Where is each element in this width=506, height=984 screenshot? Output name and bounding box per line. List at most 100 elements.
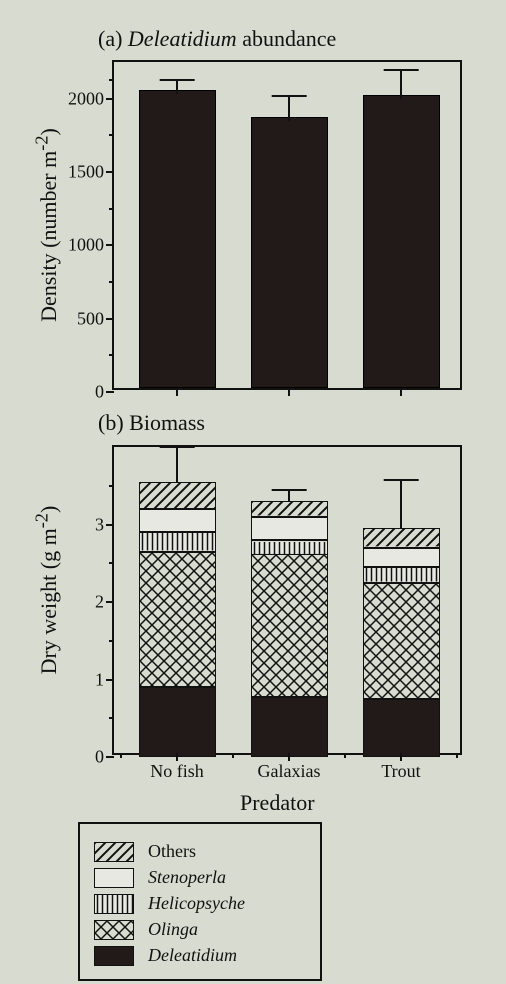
chart-b-segment-deleatidium [139, 687, 216, 757]
chart-b-segment-others [251, 501, 328, 517]
chart-b-ytick-minor [109, 562, 114, 564]
legend-label-stenoperla: Stenoperla [148, 867, 226, 888]
chart-a-yticklabel: 1500 [68, 162, 104, 183]
chart-b-segment-olinga [139, 552, 216, 688]
chart-b-segment-helicopsyche [363, 567, 440, 583]
legend-row-stenoperla: Stenoperla [94, 867, 306, 888]
chart-b-segment-others [363, 528, 440, 547]
chart-a-yticklabel: 2000 [68, 88, 104, 109]
chart-a-yticklabel: 0 [95, 382, 104, 403]
chart-a-ytick [106, 98, 114, 100]
chart-a-bar [251, 117, 328, 388]
panel-a-title-suffix: abundance [237, 26, 337, 51]
chart-b-xticklabel: Galaxias [258, 761, 321, 782]
x-axis-title-text: Predator [240, 790, 315, 815]
chart-b-segment-deleatidium [251, 697, 328, 757]
chart-b-segment-olinga [251, 554, 328, 697]
chart-b-segment-helicopsyche [251, 540, 328, 554]
x-axis-title: Predator [240, 790, 315, 816]
chart-b-xtick [400, 753, 402, 761]
legend-row-helicopsyche: Helicopsyche [94, 893, 306, 914]
page-container: (a) Deleatidium abundance Density (numbe… [0, 0, 506, 984]
chart-b-yticklabel: 2 [95, 592, 104, 613]
panel-a-title: (a) Deleatidium abundance [98, 26, 336, 52]
chart-a-xtick [288, 388, 290, 396]
chart-b-xtick [176, 753, 178, 761]
legend-swatch-others [94, 842, 134, 862]
legend-row-olinga: Olinga [94, 919, 306, 940]
legend-label-deleatidium: Deleatidium [148, 945, 237, 966]
panel-b-title-text: (b) Biomass [98, 410, 205, 435]
chart-a-ytick [106, 318, 114, 320]
chart-a-bar [139, 90, 216, 388]
panel-b-title: (b) Biomass [98, 410, 205, 436]
chart-a-xtick [176, 388, 178, 396]
chart-b-xticklabel: No fish [150, 761, 204, 782]
chart-b-ytick [106, 601, 114, 603]
chart-b-yticklabel: 3 [95, 514, 104, 535]
legend: Others Stenoperla Helicopsyche Olinga Deleat… [78, 822, 322, 981]
chart-b-segment-stenoperla [139, 509, 216, 532]
chart-b-ytick-minor [109, 717, 114, 719]
chart-b-ytick-minor [109, 640, 114, 642]
chart-b-yticklabel: 1 [95, 669, 104, 690]
chart-b-yticklabel: 0 [95, 747, 104, 768]
chart-a-yticklabel: 1000 [68, 235, 104, 256]
chart-b-errorcap [272, 489, 307, 491]
chart-b-errorbar [176, 447, 178, 482]
chart-b-segment-olinga [363, 583, 440, 699]
chart-b-ytick [106, 756, 114, 758]
chart-a-errorcap [160, 79, 195, 81]
chart-b-errorcap [160, 446, 195, 448]
chart-b-ytick-minor [109, 485, 114, 487]
chart-a-ytick-minor [109, 208, 114, 210]
panel-a-title-italic: Deleatidium [128, 26, 237, 51]
chart-a-errorbar [400, 70, 402, 99]
legend-swatch-deleatidium [94, 946, 134, 966]
chart-b-errorbar [288, 490, 290, 502]
chart-a-yticklabel: 500 [77, 308, 104, 329]
legend-swatch-helicopsyche [94, 894, 134, 914]
chart-b-xtick-minor [232, 753, 234, 758]
chart-b-segment-others [139, 482, 216, 509]
chart-b-xtick-minor [456, 753, 458, 758]
chart-b-ytick [106, 679, 114, 681]
chart-a-ytick-minor [109, 79, 114, 81]
chart-a-errorbar [176, 80, 178, 95]
legend-row-others: Others [94, 841, 306, 862]
chart-a-bar [363, 95, 440, 388]
chart-a-errorbar [288, 96, 290, 121]
panel-b-ylabel: Dry weight (g m-2) [32, 480, 62, 700]
chart-a-ytick [106, 391, 114, 393]
legend-row-deleatidium: Deleatidium [94, 945, 306, 966]
legend-label-others: Others [148, 841, 196, 862]
legend-swatch-olinga [94, 920, 134, 940]
chart-b-xtick-minor [344, 753, 346, 758]
chart-a-errorcap [384, 69, 419, 71]
chart-a-errorcap [272, 95, 307, 97]
chart-a-ytick-minor [109, 134, 114, 136]
chart-a: 0500100015002000 [112, 60, 462, 390]
chart-a-ytick-minor [109, 281, 114, 283]
panel-a-ylabel: Density (number m-2) [32, 95, 62, 355]
chart-b-xtick-minor [120, 753, 122, 758]
chart-a-ytick [106, 244, 114, 246]
chart-b-errorcap [384, 479, 419, 481]
chart-b-segment-stenoperla [251, 517, 328, 540]
chart-a-ytick [106, 171, 114, 173]
legend-label-helicopsyche: Helicopsyche [148, 893, 245, 914]
chart-b-segment-deleatidium [363, 699, 440, 757]
panel-a-ylabel-text: Density (number m-2) [36, 128, 61, 322]
panel-a-title-prefix: (a) [98, 26, 128, 51]
chart-b-errorbar [400, 480, 402, 529]
chart-b: 0123No fishGalaxiasTrout [112, 445, 462, 755]
chart-a-ytick-minor [109, 354, 114, 356]
chart-b-ytick [106, 524, 114, 526]
chart-b-segment-helicopsyche [139, 532, 216, 551]
legend-label-olinga: Olinga [148, 919, 198, 940]
chart-b-xticklabel: Trout [381, 761, 420, 782]
chart-b-xtick [288, 753, 290, 761]
chart-a-xtick [400, 388, 402, 396]
legend-swatch-stenoperla [94, 868, 134, 888]
chart-b-segment-stenoperla [363, 548, 440, 567]
